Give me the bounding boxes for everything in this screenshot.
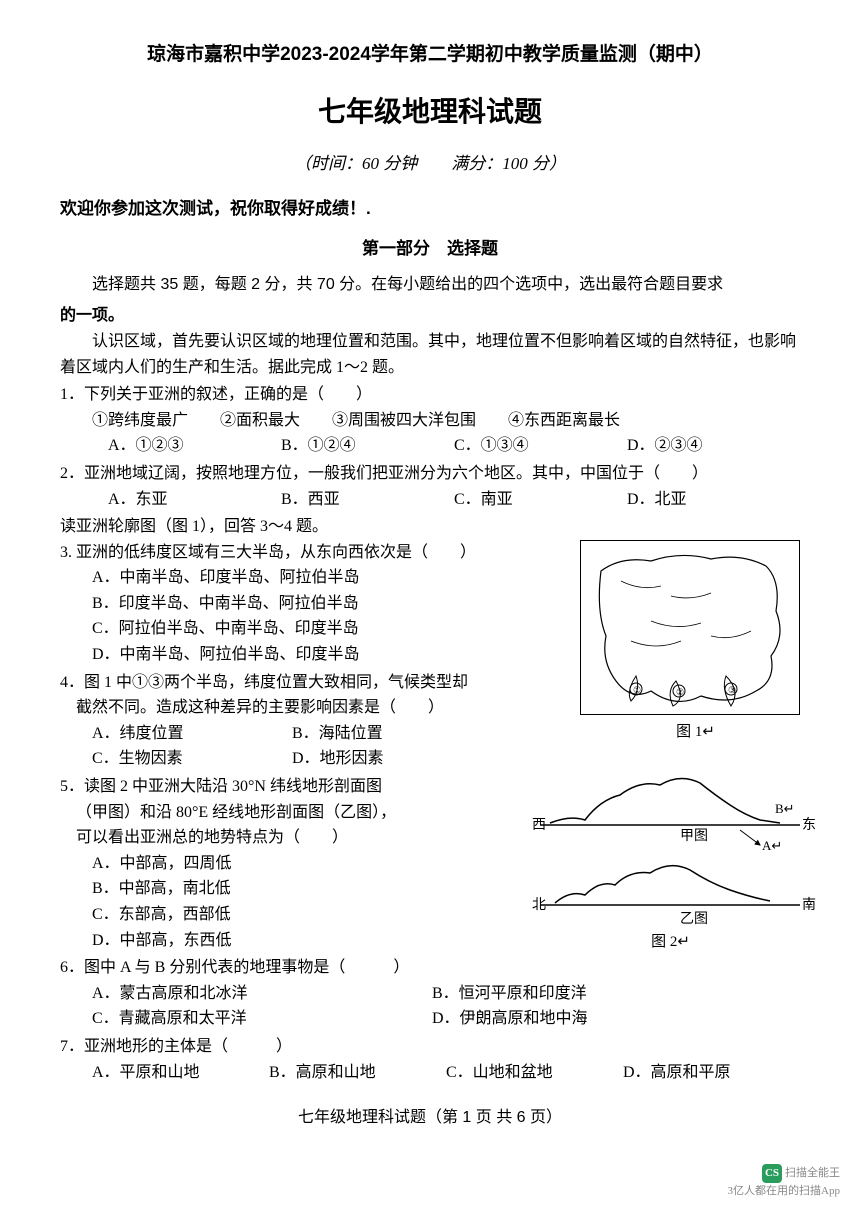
asia-map-svg: ① ② ③ bbox=[581, 541, 799, 714]
q7-options: A．平原和山地 B．高原和山地 C．山地和盆地 D．高原和平原 bbox=[92, 1060, 800, 1086]
profile-svg: 西 东 B↵ 甲图 A↵ 北 南 乙图 bbox=[530, 765, 820, 930]
question-1: 1．下列关于亚洲的叙述，正确的是（ ） ①跨纬度最广 ②面积最大 ③周围被四大洋… bbox=[60, 382, 800, 459]
instruction-line2: 的一项。 bbox=[60, 303, 800, 329]
q7-text: 7．亚洲地形的主体是（ ） bbox=[60, 1034, 800, 1060]
fig2-b: B↵ bbox=[775, 801, 795, 816]
q7-opt-d: D．高原和平原 bbox=[623, 1060, 800, 1086]
question-4: 4．图 1 中①③两个半岛，纬度位置大致相同，气候类型却 截然不同。造成这种差异… bbox=[60, 670, 540, 772]
q2-text: 2．亚洲地域辽阔，按照地理方位，一般我们把亚洲分为六个地区。其中，中国位于（ ） bbox=[60, 461, 800, 487]
svg-text:②: ② bbox=[676, 687, 684, 697]
question-7: 7．亚洲地形的主体是（ ） A．平原和山地 B．高原和山地 C．山地和盆地 D．… bbox=[60, 1034, 800, 1085]
q5-opt-c: C．东部高，西部低 bbox=[92, 902, 540, 928]
q6-text: 6．图中 A 与 B 分别代表的地理事物是（ ） bbox=[60, 955, 800, 981]
fig2-south: 南 bbox=[802, 897, 816, 913]
q4-opt-b: B．海陆位置 bbox=[292, 721, 383, 747]
fig2-east: 东 bbox=[802, 817, 816, 833]
q1-opt-d: D．②③④ bbox=[627, 433, 800, 459]
q6-opts-cd: C．青藏高原和太平洋 D．伊朗高原和地中海 bbox=[92, 1006, 800, 1032]
q6-opt-d: D．伊朗高原和地中海 bbox=[432, 1006, 588, 1032]
question-5: 5．读图 2 中亚洲大陆沿 30°N 纬线地形剖面图 （甲图）和沿 80°E 经… bbox=[60, 774, 540, 953]
fig2-yi: 乙图 bbox=[680, 911, 708, 927]
fig2-jia: 甲图 bbox=[680, 829, 708, 844]
context-1: 认识区域，首先要认识区域的地理位置和范围。其中，地理位置不但影响着区域的自然特征… bbox=[60, 329, 800, 380]
q2-opt-a: A．东亚 bbox=[108, 487, 281, 513]
figure-2-profile: 西 东 B↵ 甲图 A↵ 北 南 乙图 bbox=[530, 765, 820, 930]
q4-opt-d: D．地形因素 bbox=[292, 746, 384, 772]
q2-options: A．东亚 B．西亚 C．南亚 D．北亚 bbox=[108, 487, 800, 513]
q3-opt-c: C．阿拉伯半岛、中南半岛、印度半岛 bbox=[92, 616, 540, 642]
question-3: 3. 亚洲的低纬度区域有三大半岛，从东向西依次是（ ） A．中南半岛、印度半岛、… bbox=[60, 540, 540, 668]
q5-opt-b: B．中部高，南北低 bbox=[92, 876, 540, 902]
q1-options: A．①②③ B．①②④ C．①③④ D．②③④ bbox=[108, 433, 800, 459]
q7-opt-c: C．山地和盆地 bbox=[446, 1060, 623, 1086]
main-title: 七年级地理科试题 bbox=[60, 90, 800, 135]
watermark: CS扫描全能王 3亿人都在用的扫描App bbox=[728, 1164, 840, 1201]
figure-1-label: 图 1↵ bbox=[676, 720, 715, 744]
question-2: 2．亚洲地域辽阔，按照地理方位，一般我们把亚洲分为六个地区。其中，中国位于（ ）… bbox=[60, 461, 800, 512]
q4-opts-ab: A．纬度位置 B．海陆位置 bbox=[92, 721, 540, 747]
q5-opt-a: A．中部高，四周低 bbox=[92, 851, 540, 877]
q3-options: A．中南半岛、印度半岛、阿拉伯半岛 B．印度半岛、中南半岛、阿拉伯半岛 C．阿拉… bbox=[92, 565, 540, 667]
q7-opt-a: A．平原和山地 bbox=[92, 1060, 269, 1086]
q3-text: 3. 亚洲的低纬度区域有三大半岛，从东向西依次是（ ） bbox=[60, 540, 540, 566]
time-score: （时间：60 分钟 满分：100 分） bbox=[60, 150, 800, 177]
question-6: 6．图中 A 与 B 分别代表的地理事物是（ ） A．蒙古高原和北冰洋 B．恒河… bbox=[60, 955, 800, 1032]
q6-opt-b: B．恒河平原和印度洋 bbox=[432, 981, 587, 1007]
context-2: 读亚洲轮廓图（图 1），回答 3～4 题。 bbox=[60, 514, 800, 540]
figure-area: ① ② ③ 图 1↵ 西 东 B↵ 甲图 A↵ 北 南 乙图 图 2↵ 3. 亚… bbox=[60, 540, 800, 954]
q4-opt-a: A．纬度位置 bbox=[92, 721, 292, 747]
q6-opts-ab: A．蒙古高原和北冰洋 B．恒河平原和印度洋 bbox=[92, 981, 800, 1007]
q2-opt-d: D．北亚 bbox=[627, 487, 800, 513]
q5-opt-d: D．中部高，东西低 bbox=[92, 928, 540, 954]
instruction-line1: 选择题共 35 题，每题 2 分，共 70 分。在每小题给出的四个选项中，选出最… bbox=[60, 272, 800, 298]
q5-text: 5．读图 2 中亚洲大陆沿 30°N 纬线地形剖面图 bbox=[60, 774, 540, 800]
q7-opt-b: B．高原和山地 bbox=[269, 1060, 446, 1086]
watermark-brand: 扫描全能王 bbox=[785, 1167, 840, 1179]
svg-text:③: ③ bbox=[728, 685, 736, 695]
svg-text:①: ① bbox=[633, 685, 641, 695]
fig2-north: 北 bbox=[532, 897, 546, 913]
q1-opt-c: C．①③④ bbox=[454, 433, 627, 459]
q6-opt-c: C．青藏高原和太平洋 bbox=[92, 1006, 432, 1032]
q1-text: 1．下列关于亚洲的叙述，正确的是（ ） bbox=[60, 382, 800, 408]
q4-opts-cd: C．生物因素 D．地形因素 bbox=[92, 746, 540, 772]
watermark-icon: CS bbox=[762, 1164, 782, 1184]
figure-1-map: ① ② ③ bbox=[580, 540, 800, 715]
header-title: 琼海市嘉积中学2023-2024学年第二学期初中教学质量监测（期中） bbox=[60, 40, 800, 70]
q5-text2: （甲图）和沿 80°E 经线地形剖面图（乙图）， bbox=[76, 800, 540, 826]
q3-opt-a: A．中南半岛、印度半岛、阿拉伯半岛 bbox=[92, 565, 540, 591]
q6-opt-a: A．蒙古高原和北冰洋 bbox=[92, 981, 432, 1007]
instruction-text-1: 选择题共 35 题，每题 2 分，共 70 分。在每小题给出的四个选项中，选出最… bbox=[92, 276, 723, 293]
q5-options: A．中部高，四周低 B．中部高，南北低 C．东部高，西部低 D．中部高，东西低 bbox=[92, 851, 540, 953]
q2-opt-c: C．南亚 bbox=[454, 487, 627, 513]
page-footer: 七年级地理科试题（第 1 页 共 6 页） bbox=[60, 1105, 800, 1131]
q1-opt-b: B．①②④ bbox=[281, 433, 454, 459]
q3-opt-b: B．印度半岛、中南半岛、阿拉伯半岛 bbox=[92, 591, 540, 617]
q1-opt-a: A．①②③ bbox=[108, 433, 281, 459]
figure-2-label: 图 2↵ bbox=[651, 930, 690, 954]
q1-subitems: ①跨纬度最广 ②面积最大 ③周围被四大洋包围 ④东西距离最长 bbox=[92, 408, 800, 434]
q4-text: 4．图 1 中①③两个半岛，纬度位置大致相同，气候类型却 bbox=[60, 670, 540, 696]
watermark-sub: 3亿人都在用的扫描App bbox=[728, 1185, 840, 1197]
q2-opt-b: B．西亚 bbox=[281, 487, 454, 513]
fig2-a: A↵ bbox=[762, 838, 782, 853]
q4-text2: 截然不同。造成这种差异的主要影响因素是（ ） bbox=[76, 695, 540, 721]
q3-opt-d: D．中南半岛、阿拉伯半岛、印度半岛 bbox=[92, 642, 540, 668]
fig2-west: 西 bbox=[532, 818, 546, 833]
q5-text3: 可以看出亚洲总的地势特点为（ ） bbox=[76, 825, 540, 851]
welcome-text: 欢迎你参加这次测试，祝你取得好成绩！. bbox=[60, 195, 800, 222]
section-title: 第一部分 选择题 bbox=[60, 235, 800, 262]
q4-opt-c: C．生物因素 bbox=[92, 746, 292, 772]
